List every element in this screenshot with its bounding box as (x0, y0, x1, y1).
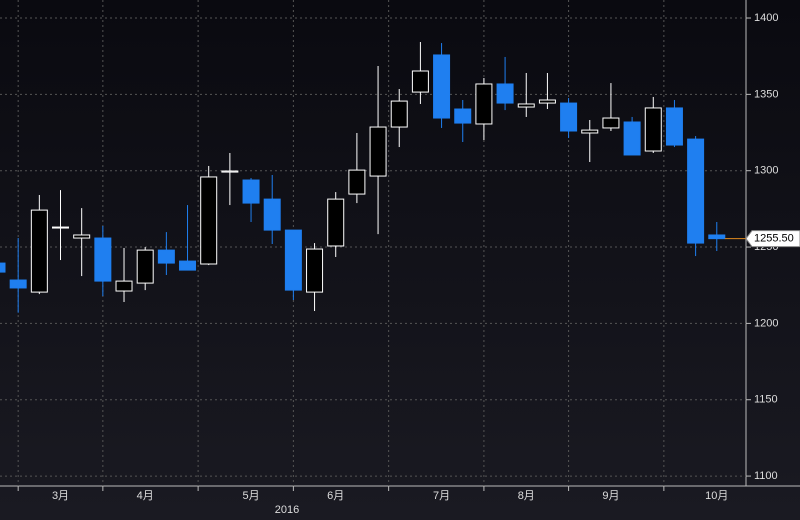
candle-body (73, 234, 91, 239)
candle-body (115, 280, 133, 292)
candle-body (242, 179, 260, 204)
candle-body (369, 126, 387, 177)
y-tick-label: 1100 (754, 470, 778, 482)
candle-body (179, 260, 197, 271)
y-tick-label: 1300 (754, 165, 778, 177)
candle-body (665, 107, 683, 146)
candle-body (644, 107, 662, 152)
candle-body (687, 138, 705, 244)
candle-body (433, 54, 451, 119)
candle-body (411, 70, 429, 93)
last-price-box (745, 230, 800, 248)
candle-body (390, 100, 408, 128)
candle-body (306, 248, 324, 293)
candle-body (9, 279, 27, 289)
x-tick-label: 9月 (602, 490, 619, 502)
candle-body (327, 198, 345, 247)
x-tick-label: 10月 (705, 490, 728, 502)
candle-body (30, 209, 48, 293)
candle-body (623, 121, 641, 156)
y-tick-label: 1200 (754, 317, 778, 329)
x-tick-label: 3月 (52, 490, 69, 502)
x-tick-label: 7月 (433, 490, 450, 502)
candle-body (52, 226, 70, 229)
candle-body (454, 108, 472, 124)
candle-body (200, 176, 218, 265)
y-tick-label: 1150 (754, 394, 778, 406)
y-tick-label: 1400 (754, 12, 778, 24)
year-label: 2016 (275, 504, 299, 516)
candle-body (708, 234, 726, 240)
candle-body (94, 237, 112, 282)
x-tick-label: 8月 (518, 490, 535, 502)
x-tick-label: 4月 (137, 490, 154, 502)
candle-body (517, 103, 535, 108)
plot-area (0, 0, 746, 486)
candle-body (0, 262, 6, 273)
candle-body (602, 117, 620, 129)
x-tick-label: 5月 (242, 490, 259, 502)
candle-body (157, 249, 175, 264)
candle-body (581, 129, 599, 134)
candle-body (475, 83, 493, 125)
x-tick-label: 6月 (327, 490, 344, 502)
candle-body (560, 102, 578, 132)
y-tick-label: 1350 (754, 88, 778, 100)
candle-body (348, 169, 366, 195)
candle-body (221, 170, 239, 173)
candle-body (538, 99, 556, 104)
candle-body (284, 229, 302, 291)
candle-body (263, 198, 281, 231)
candle-body (136, 249, 154, 284)
last-price-label: 1255.50 (754, 233, 794, 245)
candle-body (496, 83, 514, 104)
